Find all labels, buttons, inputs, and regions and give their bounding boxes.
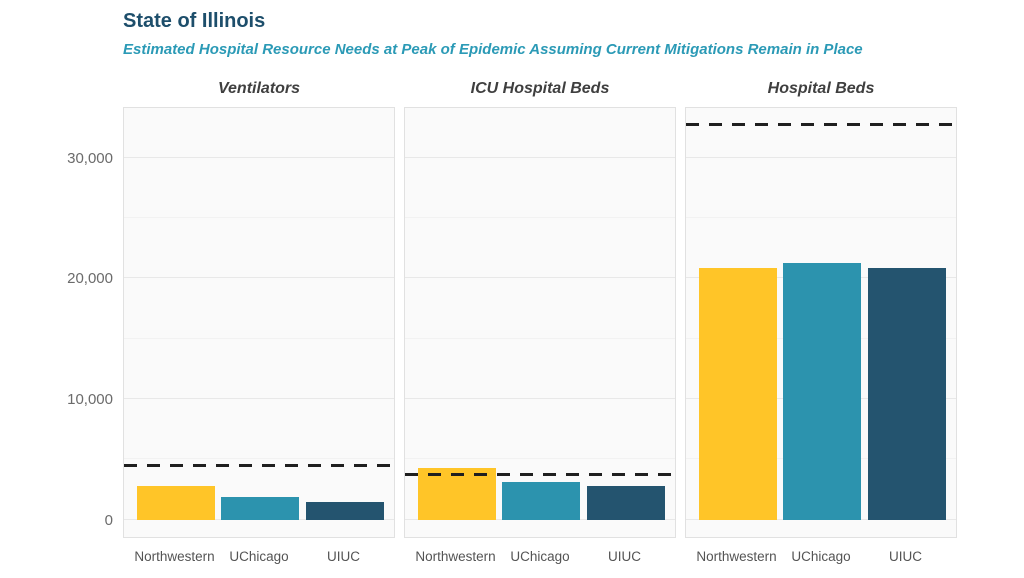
gridline-minor <box>124 337 394 339</box>
y-axis-label-20000: 20,000 <box>67 270 113 288</box>
gridline-minor <box>124 217 394 219</box>
y-axis-label-10000: 10,000 <box>67 390 113 408</box>
gridline-minor <box>405 337 675 339</box>
gridline-minor <box>686 217 956 219</box>
capacity-line-hospital-beds <box>686 123 956 127</box>
x-axis-label-northwestern: Northwestern <box>134 549 215 564</box>
x-axis-label-uiuc: UIUC <box>889 549 922 564</box>
panel-icu-hospital-beds <box>404 107 676 538</box>
gridline-minor <box>405 458 675 460</box>
bar-uchicago-hospital-beds <box>783 263 861 520</box>
panel-hospital-beds <box>685 107 957 538</box>
gridline-minor <box>124 458 394 460</box>
gridline-major <box>124 156 394 158</box>
chart-subtitle: Estimated Hospital Resource Needs at Pea… <box>123 41 863 58</box>
capacity-line-icu-hospital-beds <box>405 472 675 476</box>
bar-northwestern-icu-hospital-beds <box>417 468 496 520</box>
bar-uiuc-icu-hospital-beds <box>586 486 665 520</box>
facet-title-icu-hospital-beds: ICU Hospital Beds <box>470 80 610 97</box>
y-axis-label-0: 0 <box>104 511 113 529</box>
gridline-major <box>405 397 675 399</box>
chart-title: State of Illinois <box>123 10 266 32</box>
bar-uiuc-hospital-beds <box>867 267 946 520</box>
x-axis-label-uiuc: UIUC <box>327 549 360 564</box>
bar-uchicago-ventilators <box>221 497 299 520</box>
gridline-major <box>405 156 675 158</box>
x-axis-label-northwestern: Northwestern <box>415 549 496 564</box>
gridline-major <box>405 277 675 279</box>
panel-ventilators <box>123 107 395 538</box>
x-axis-label-uchicago: UChicago <box>229 549 289 564</box>
y-axis-label-30000: 30,000 <box>67 149 113 167</box>
x-axis-label-northwestern: Northwestern <box>696 549 777 564</box>
bar-northwestern-ventilators <box>136 485 215 520</box>
bar-uchicago-icu-hospital-beds <box>502 482 580 520</box>
bar-northwestern-hospital-beds <box>698 268 777 520</box>
gridline-major <box>686 156 956 158</box>
capacity-line-ventilators <box>124 464 394 468</box>
x-axis-label-uiuc: UIUC <box>608 549 641 564</box>
facet-title-ventilators: Ventilators <box>217 80 301 97</box>
gridline-major <box>124 277 394 279</box>
x-axis-label-uchicago: UChicago <box>791 549 851 564</box>
gridline-major <box>124 397 394 399</box>
x-axis-label-uchicago: UChicago <box>510 549 570 564</box>
gridline-minor <box>405 217 675 219</box>
facet-title-hospital-beds: Hospital Beds <box>767 80 875 97</box>
bar-uiuc-ventilators <box>305 501 384 520</box>
